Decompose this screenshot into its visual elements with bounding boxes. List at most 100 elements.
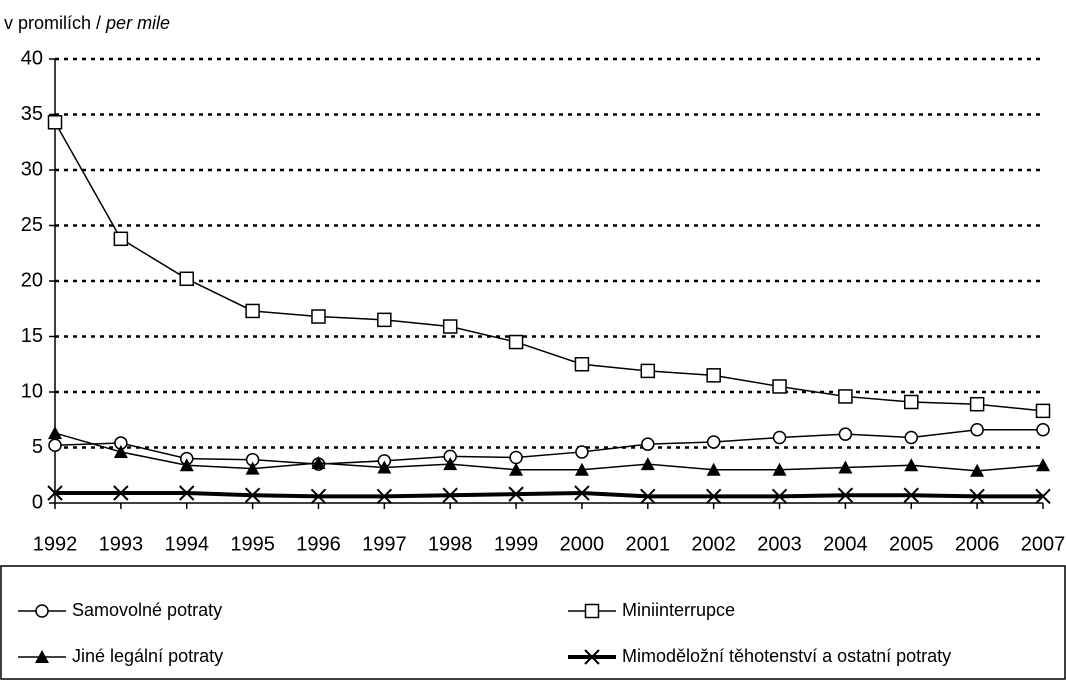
data-point	[574, 462, 589, 476]
legend-label: Samovolné potraty	[72, 600, 222, 620]
x-tick-label: 1997	[362, 533, 407, 555]
data-point	[706, 368, 721, 383]
y-tick-label: 0	[32, 491, 43, 513]
data-point	[1035, 403, 1051, 419]
series-line	[54, 121, 1044, 412]
data-point	[48, 426, 62, 440]
y-tick-label: 40	[21, 47, 43, 69]
x-tick-label: 2003	[757, 533, 802, 555]
data-point	[705, 488, 722, 505]
x-tick-label: 2002	[691, 533, 736, 555]
y-label-en: per mile	[105, 13, 170, 33]
data-point	[641, 437, 655, 451]
data-point	[311, 456, 326, 470]
x-tick-label: 1999	[494, 533, 539, 555]
data-point	[772, 430, 787, 445]
y-tick-label: 20	[21, 269, 43, 291]
legend-marker	[35, 604, 49, 618]
data-point	[1036, 458, 1050, 472]
y-tick-label: 15	[21, 325, 43, 347]
data-point	[47, 485, 63, 501]
legend-marker	[35, 650, 49, 663]
data-point	[244, 487, 261, 503]
legend-marker	[584, 603, 600, 619]
data-point	[47, 115, 63, 130]
data-point	[179, 271, 194, 287]
data-point	[706, 435, 721, 449]
data-point	[838, 460, 853, 474]
x-tick-label: 2001	[626, 533, 671, 555]
x-tick-label: 1994	[164, 533, 209, 555]
x-tick-label: 2007	[1021, 533, 1066, 555]
data-point	[443, 457, 458, 471]
data-point	[838, 389, 853, 404]
x-tick-label: 1996	[296, 533, 341, 555]
y-tick-label: 5	[32, 436, 43, 458]
data-point	[179, 458, 194, 472]
data-point	[640, 488, 656, 505]
legend-box	[0, 565, 1066, 680]
series-line	[55, 491, 1043, 499]
data-point	[771, 488, 788, 505]
data-point	[970, 463, 985, 477]
data-point	[113, 231, 129, 247]
data-point	[970, 422, 984, 437]
data-point	[640, 457, 655, 471]
y-tick-label: 30	[21, 158, 43, 180]
y-tick-label: 25	[21, 214, 43, 236]
data-point	[904, 458, 919, 472]
data-point	[179, 485, 195, 501]
legend-label: Mimoděložní těhotenství a ostatní potrat…	[622, 646, 951, 666]
y-tick-label: 35	[21, 103, 43, 125]
data-point	[508, 486, 524, 502]
data-point	[245, 303, 260, 319]
series-line	[54, 428, 1043, 465]
data-point	[376, 488, 393, 505]
data-point	[245, 461, 260, 475]
data-point	[311, 309, 326, 324]
data-point	[1035, 488, 1051, 505]
data-point	[772, 462, 787, 476]
data-point	[1036, 422, 1050, 437]
data-point	[772, 379, 787, 394]
data-point	[310, 488, 327, 505]
data-point	[640, 363, 656, 379]
x-tick-label: 1995	[230, 533, 275, 555]
x-tick-label: 1998	[428, 533, 473, 555]
legend-marker	[584, 649, 600, 665]
data-point	[903, 487, 919, 503]
data-point	[508, 334, 524, 350]
x-tick-label: 2006	[955, 533, 1000, 555]
data-point	[574, 357, 590, 372]
data-point	[837, 487, 854, 503]
data-point	[113, 444, 128, 458]
legend-label: Jiné legální potraty	[72, 646, 223, 666]
x-tick-label: 1993	[99, 533, 144, 555]
data-point	[969, 488, 985, 505]
y-axis-label: v promilích / per mile	[4, 13, 170, 33]
data-point	[442, 487, 458, 503]
data-point	[969, 396, 985, 412]
x-tick-label: 1992	[33, 533, 78, 555]
data-point	[48, 438, 62, 453]
data-point	[904, 430, 919, 445]
data-point	[509, 450, 523, 465]
data-point	[377, 312, 392, 328]
x-tick-label: 2004	[823, 533, 868, 555]
y-label-cz: v promilích /	[4, 13, 101, 33]
data-point	[509, 462, 524, 476]
data-point	[838, 427, 853, 441]
x-tick-label: 2000	[560, 533, 605, 555]
series-line	[54, 432, 1044, 472]
data-point	[377, 460, 392, 474]
data-point	[904, 394, 919, 410]
legend-label: Miniinterrupce	[622, 600, 735, 620]
data-point	[442, 319, 458, 334]
y-tick-label: 10	[21, 380, 43, 402]
x-tick-label: 2005	[889, 533, 934, 555]
data-point	[574, 485, 590, 501]
data-point	[113, 485, 129, 501]
data-point	[706, 462, 721, 476]
data-point	[575, 445, 589, 459]
